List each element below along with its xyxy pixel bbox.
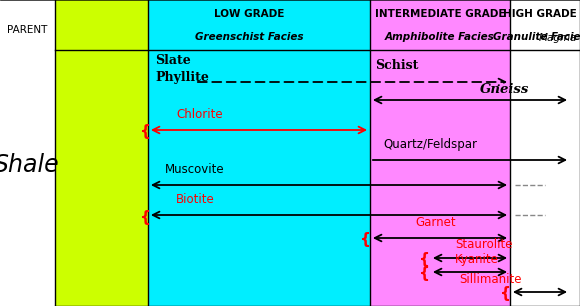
- Text: Staurolite: Staurolite: [455, 238, 513, 251]
- Text: Quartz/Feldspar: Quartz/Feldspar: [383, 138, 477, 151]
- Text: Chlorite: Chlorite: [177, 108, 223, 121]
- Text: Garnet: Garnet: [415, 216, 456, 229]
- Text: PARENT: PARENT: [7, 25, 47, 35]
- Text: }: }: [498, 285, 509, 300]
- Bar: [148, 0, 370, 306]
- Text: Slate: Slate: [155, 54, 191, 66]
- Text: HIGH GRADE: HIGH GRADE: [503, 9, 577, 19]
- Text: Magma: Magma: [539, 33, 577, 43]
- Text: }: }: [137, 207, 148, 222]
- Bar: [510, 0, 580, 306]
- Bar: [0, 0, 55, 306]
- Text: }: }: [137, 122, 148, 137]
- Text: Schist: Schist: [375, 59, 418, 72]
- Text: Amphibolite Facies: Amphibolite Facies: [385, 32, 495, 42]
- Text: }: }: [416, 264, 427, 279]
- Text: Shale: Shale: [0, 153, 60, 177]
- Text: LOW GRADE: LOW GRADE: [214, 9, 284, 19]
- Text: Greenschist Facies: Greenschist Facies: [195, 32, 303, 42]
- Text: Sillimanite: Sillimanite: [459, 273, 521, 286]
- Text: Kyanite: Kyanite: [455, 253, 499, 266]
- Text: Phyllite: Phyllite: [155, 72, 209, 84]
- Bar: [370, 0, 510, 306]
- Bar: [0, 0, 148, 306]
- Text: Biotite: Biotite: [176, 193, 215, 206]
- Text: Gneiss: Gneiss: [480, 83, 530, 96]
- Text: }: }: [357, 230, 368, 245]
- Text: INTERMEDIATE GRADE: INTERMEDIATE GRADE: [375, 9, 505, 19]
- Text: Muscovite: Muscovite: [165, 163, 225, 176]
- Text: }: }: [416, 251, 427, 266]
- Text: Granulite Facies: Granulite Facies: [493, 32, 580, 42]
